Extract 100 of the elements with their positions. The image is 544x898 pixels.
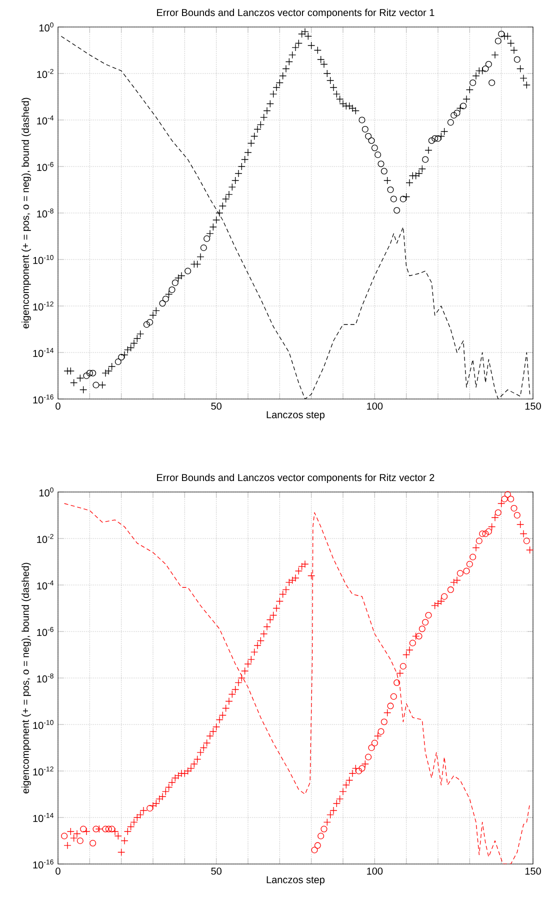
point (485, 60, 492, 68)
point (447, 586, 454, 593)
point (460, 102, 467, 110)
point (456, 570, 464, 577)
x-tick-label: 150 (525, 868, 541, 875)
x-tick-label: 0 (56, 402, 60, 410)
y-tick-label: 10$^{-4}$ (37, 116, 54, 124)
point (90, 370, 96, 376)
point (409, 640, 416, 646)
point (422, 618, 429, 626)
y-tick-label: 10$^{-8}$ (37, 208, 54, 218)
point (378, 728, 384, 735)
y-tick-label: 10$^{-2}$ (37, 534, 54, 544)
point (441, 593, 448, 600)
point (90, 840, 96, 846)
y-tick-label: 10$^{-2}$ (37, 68, 54, 78)
chart-title: Error Bounds and Lanczos vector components for Ritz vector 2 (157, 474, 434, 484)
point (200, 244, 207, 252)
x-tick-label: 0 (56, 868, 60, 875)
point (80, 826, 87, 832)
point (463, 568, 470, 574)
point (394, 679, 400, 686)
point (380, 718, 388, 726)
point (356, 768, 362, 774)
point (92, 826, 100, 832)
point (314, 842, 321, 849)
point (146, 318, 154, 326)
x-tick-label: 100 (367, 868, 383, 875)
point (168, 286, 176, 294)
point (508, 496, 514, 502)
point (143, 321, 150, 328)
y-tick-label: 10$^{-16}$ (33, 394, 54, 404)
point (450, 112, 458, 119)
x-tick-label: 150 (525, 402, 541, 410)
point (102, 826, 109, 832)
y-tick-label: 10$^{-10}$ (33, 720, 54, 730)
point (476, 538, 482, 544)
y-tick-label: 10$^{-6}$ (37, 162, 54, 172)
point (501, 496, 508, 502)
y-tick-label: 10$^{0}$ (39, 487, 54, 497)
y-tick-label: 10$^{-12}$ (33, 766, 54, 776)
y-axis-title: eigencomponent (+ = pos, o = neg), bound (dashed) (22, 562, 31, 794)
point (488, 79, 496, 86)
point (387, 702, 394, 710)
point (365, 754, 372, 760)
point (394, 207, 400, 214)
y-tick-label: 10$^{-14}$ (33, 813, 54, 822)
point (514, 512, 520, 519)
point (425, 612, 432, 619)
point (368, 744, 375, 752)
y-axis-title: eigencomponent (+ = pos, o = neg), bound (dashed) (22, 98, 31, 328)
point (320, 826, 328, 832)
point (358, 116, 366, 124)
point (434, 135, 442, 142)
x-tick-label: 100 (367, 402, 383, 410)
y-tick-label: 10$^{-8}$ (37, 673, 54, 683)
y-tick-label: 10$^{-12}$ (33, 301, 54, 311)
point (494, 38, 502, 44)
point (400, 662, 406, 670)
point (422, 156, 429, 163)
x-axis-title: Lanczos step (266, 411, 325, 420)
point (76, 837, 84, 844)
point (428, 137, 435, 144)
point (390, 693, 397, 700)
point (494, 509, 502, 516)
point (510, 504, 518, 512)
point (371, 144, 378, 152)
y-tick-label: 10$^{-14}$ (33, 348, 54, 357)
point (146, 804, 154, 812)
point (86, 370, 93, 376)
point (61, 832, 68, 840)
point (387, 186, 394, 194)
point (108, 826, 116, 832)
y-tick-label: 10$^{-4}$ (37, 580, 54, 590)
point (418, 626, 426, 632)
point (514, 56, 520, 63)
point (311, 846, 318, 854)
point (118, 354, 125, 360)
point (318, 832, 324, 840)
point (470, 554, 476, 560)
point (362, 126, 368, 133)
point (114, 358, 122, 366)
point (83, 372, 90, 380)
point (374, 151, 382, 158)
x-tick-label: 50 (211, 402, 222, 410)
y-tick-label: 10$^{0}$ (39, 22, 54, 32)
point (390, 196, 397, 202)
y-tick-label: 10$^{-6}$ (37, 626, 54, 636)
point (504, 491, 511, 498)
x-axis-title: Lanczos step (266, 876, 325, 886)
point (523, 538, 530, 544)
point (470, 79, 476, 86)
point (184, 268, 192, 274)
point (479, 530, 486, 538)
chart-title: Error Bounds and Lanczos vector components for Ritz vector 1 (157, 8, 434, 18)
point (159, 300, 166, 307)
y-tick-label: 10$^{-10}$ (33, 254, 54, 264)
point (378, 160, 384, 168)
y-tick-label: 10$^{-16}$ (33, 859, 54, 869)
point (400, 196, 406, 202)
